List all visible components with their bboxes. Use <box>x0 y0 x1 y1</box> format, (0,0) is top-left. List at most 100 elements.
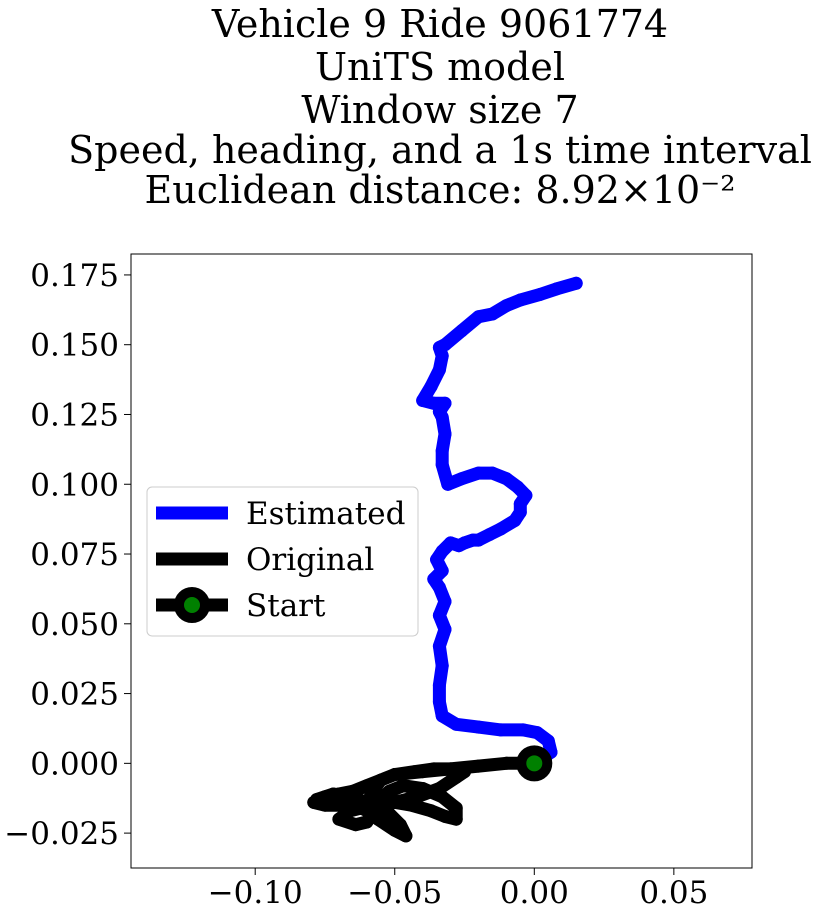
legend-label-estimated: Estimated <box>246 496 405 532</box>
title-line-5: Euclidean distance: 8.92×10⁻² <box>145 168 736 212</box>
legend-label-original: Original <box>246 542 374 578</box>
legend: Estimated Original Start <box>146 486 419 637</box>
x-tick-label: −0.05 <box>347 875 442 911</box>
series-point-estimated <box>435 458 449 472</box>
y-tick-label: 0.100 <box>30 467 119 503</box>
series-point-estimated <box>424 380 438 394</box>
y-tick-label: 0.050 <box>30 607 119 643</box>
y-axis-ticks: −0.025 0.000 0.025 0.050 0.075 0.100 0.125 0.15… <box>4 258 131 852</box>
series-point-estimated <box>455 472 469 486</box>
x-axis-ticks: −0.10 −0.05 0.00 0.05 <box>208 868 708 911</box>
series-point-estimated <box>438 595 452 608</box>
series-point-estimated <box>569 276 583 290</box>
series-point-original <box>388 768 402 781</box>
series-point-original <box>399 829 413 843</box>
series-point-estimated <box>455 324 469 338</box>
series-point-estimated <box>513 293 527 307</box>
series-point-original <box>499 756 513 770</box>
x-tick-label: 0.00 <box>500 875 569 911</box>
x-tick-label: −0.10 <box>208 875 303 911</box>
series-point-estimated <box>441 477 455 491</box>
series-point-original <box>332 812 346 826</box>
y-tick-label: 0.175 <box>30 258 119 294</box>
series-point-original <box>424 804 438 818</box>
series-point-estimated <box>519 488 533 502</box>
series-point-estimated <box>438 427 452 441</box>
title-line-1: Vehicle 9 Ride 9061774 <box>211 2 668 46</box>
series-point-estimated <box>432 608 446 622</box>
series-point-original <box>449 801 463 815</box>
series-point-original <box>472 759 485 773</box>
start-marker <box>516 745 553 782</box>
series-point-original <box>438 809 452 823</box>
y-tick-label: 0.025 <box>30 677 119 713</box>
series-point-estimated <box>435 659 449 673</box>
series-point-original <box>396 779 410 793</box>
series-point-estimated <box>472 720 485 734</box>
series-point-estimated <box>432 363 446 377</box>
series-point-estimated <box>432 695 446 709</box>
series-point-estimated <box>435 544 449 558</box>
title-line-4: Speed, heading, and a 1s time interval <box>68 128 812 172</box>
series-point-estimated <box>435 709 449 723</box>
x-tick-label: 0.05 <box>639 875 708 911</box>
series-point-estimated <box>533 288 547 301</box>
legend-start-marker <box>174 587 210 623</box>
series-point-estimated <box>432 639 446 653</box>
series-point-original <box>407 765 421 779</box>
series-point-original <box>388 795 402 809</box>
legend-label-start: Start <box>246 588 326 624</box>
series-point-estimated <box>449 717 463 731</box>
series-point-estimated <box>435 564 449 578</box>
series-point-estimated <box>432 678 446 692</box>
series-point-original <box>343 790 357 804</box>
series-point-original <box>382 784 396 798</box>
series-point-estimated <box>511 480 525 494</box>
series-point-original <box>326 787 340 801</box>
title-line-3: Window size 7 <box>301 88 578 132</box>
series-point-original <box>458 765 471 779</box>
series-point-original <box>410 790 424 804</box>
y-tick-label: 0.000 <box>30 746 119 782</box>
series-point-estimated <box>516 723 530 737</box>
series-point-original <box>349 818 363 832</box>
series-point-original <box>449 812 463 826</box>
y-tick-label: 0.075 <box>30 537 119 573</box>
series-point-estimated <box>435 444 449 458</box>
y-tick-label: 0.125 <box>30 397 119 433</box>
series-point-estimated <box>494 723 508 737</box>
series-point-estimated <box>485 307 499 321</box>
series-point-estimated <box>472 533 485 547</box>
series-point-estimated <box>499 299 513 313</box>
series-point-original <box>444 762 458 776</box>
series-point-original <box>427 762 441 776</box>
series-point-estimated <box>472 310 485 324</box>
title-line-2: UniTS model <box>315 45 565 89</box>
series-point-estimated <box>427 572 441 586</box>
y-tick-label: 0.150 <box>30 328 119 364</box>
series-point-original <box>310 793 324 807</box>
series-point-estimated <box>530 726 544 740</box>
series-point-estimated <box>472 466 485 480</box>
series-point-original <box>360 815 374 829</box>
series-point-estimated <box>494 522 508 536</box>
series-point-estimated <box>427 396 441 410</box>
series-point-original <box>343 804 357 818</box>
series-point-estimated <box>485 466 499 480</box>
series-point-estimated <box>550 282 564 296</box>
series-point-estimated <box>483 528 497 541</box>
series-point-estimated <box>541 734 555 748</box>
series-point-original <box>360 795 374 809</box>
series-point-estimated <box>499 472 513 486</box>
series-point-original <box>393 818 407 832</box>
series-point-original <box>374 773 388 787</box>
series-point-estimated <box>438 396 452 410</box>
series-point-estimated <box>438 338 452 352</box>
y-tick-label: −0.025 <box>4 816 119 852</box>
series-point-estimated <box>416 394 430 407</box>
series-point-original <box>432 782 446 795</box>
series-point-estimated <box>438 622 452 636</box>
